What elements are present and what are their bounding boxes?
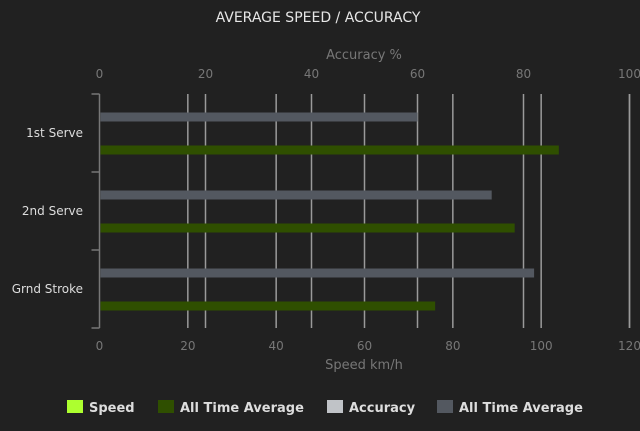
bar-speed-average: [100, 145, 559, 155]
bar-accuracy-average: [100, 190, 492, 200]
legend-swatch: [437, 400, 453, 413]
category-label: 1st Serve: [26, 126, 83, 140]
top-tick-label: 0: [96, 67, 104, 81]
top-tick-label: 40: [304, 67, 319, 81]
top-axis-label: Accuracy %: [326, 48, 402, 63]
legend-label[interactable]: All Time Average: [180, 401, 304, 416]
bar-speed-average: [100, 301, 436, 311]
legend-label[interactable]: Speed: [89, 401, 135, 416]
bottom-tick-label: 80: [445, 339, 460, 353]
top-tick-label: 100: [618, 67, 640, 81]
bottom-tick-label: 20: [180, 339, 195, 353]
legend-swatch: [158, 400, 174, 413]
top-tick-label: 20: [198, 67, 213, 81]
legend-label[interactable]: Accuracy: [349, 401, 416, 416]
bar-accuracy-average: [100, 112, 418, 122]
legend-swatch: [327, 400, 343, 413]
category-label: 2nd Serve: [22, 204, 83, 218]
bottom-tick-label: 0: [96, 339, 104, 353]
bottom-tick-label: 40: [269, 339, 284, 353]
bottom-tick-label: 120: [618, 339, 640, 353]
category-label: Grnd Stroke: [12, 282, 83, 296]
bar-accuracy-average: [100, 268, 535, 278]
bottom-tick-label: 100: [530, 339, 553, 353]
top-tick-label: 60: [410, 67, 425, 81]
legend-label[interactable]: All Time Average: [459, 401, 583, 416]
top-tick-label: 80: [516, 67, 531, 81]
bar-speed-average: [100, 223, 515, 233]
bottom-axis-label: Speed km/h: [325, 358, 403, 373]
legend-swatch: [67, 400, 83, 413]
chart-title: AVERAGE SPEED / ACCURACY: [216, 10, 421, 26]
bottom-tick-label: 60: [357, 339, 372, 353]
